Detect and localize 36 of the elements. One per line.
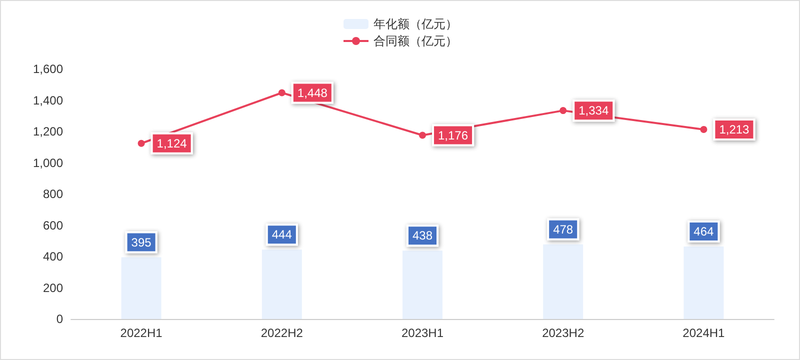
point [138, 140, 145, 147]
data-label: 444 [272, 228, 292, 242]
data-label: 1,213 [719, 122, 750, 136]
y-tick-label: 1,000 [32, 156, 64, 170]
y-tick-label: 600 [42, 218, 64, 232]
data-label: 1,334 [578, 104, 609, 118]
x-tick-label: 2022H1 [120, 326, 163, 340]
data-label: 464 [694, 224, 714, 238]
y-tick-label: 1,400 [32, 93, 64, 108]
x-tick-label: 2023H2 [542, 326, 584, 340]
data-label: 478 [553, 222, 574, 236]
y-tick-label: 200 [42, 280, 64, 295]
data-label: 1,176 [438, 128, 468, 142]
y-tick-label: 1,200 [32, 124, 64, 138]
bar [121, 257, 162, 319]
bar [402, 250, 442, 319]
bar [262, 250, 302, 319]
data-label: 395 [131, 235, 152, 250]
y-tick-label: 0 [56, 312, 64, 326]
x-tick-label: 2024H1 [682, 326, 726, 340]
x-tick-label: 2023H1 [401, 326, 444, 340]
x-tick-label: 2022H2 [260, 326, 304, 340]
legend-label: 年化额（亿元） [374, 17, 458, 31]
point [419, 132, 426, 139]
bar [684, 246, 724, 319]
y-tick-label: 800 [42, 187, 64, 201]
point [700, 126, 708, 133]
data-label: 1,448 [297, 86, 328, 100]
data-label: 438 [412, 228, 433, 243]
point [560, 107, 567, 114]
point [278, 89, 286, 96]
y-tick-label: 1,600 [32, 62, 64, 76]
bar [543, 244, 584, 319]
y-tick-label: 400 [42, 250, 64, 264]
data-label: 1,124 [156, 136, 188, 150]
legend-label: 合同额（亿元） [374, 34, 458, 48]
